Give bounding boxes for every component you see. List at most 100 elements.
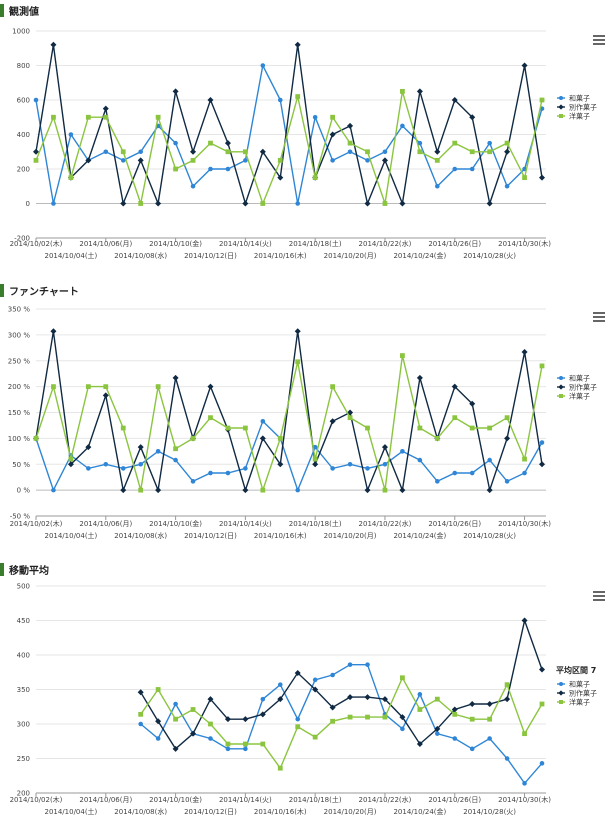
data-point[interactable]: [504, 415, 510, 421]
data-point[interactable]: [504, 682, 510, 688]
data-point[interactable]: [120, 487, 127, 494]
data-point[interactable]: [521, 617, 528, 624]
data-point[interactable]: [504, 148, 511, 155]
data-point[interactable]: [120, 158, 126, 163]
data-point[interactable]: [295, 487, 301, 493]
data-point[interactable]: [522, 731, 527, 737]
data-point[interactable]: [260, 696, 266, 702]
data-point[interactable]: [155, 736, 161, 741]
data-point[interactable]: [277, 765, 283, 771]
data-point[interactable]: [190, 707, 196, 712]
data-point[interactable]: [382, 487, 388, 493]
data-point[interactable]: [243, 158, 248, 163]
data-point[interactable]: [381, 696, 388, 703]
data-point[interactable]: [277, 97, 283, 103]
data-point[interactable]: [207, 383, 214, 390]
data-point[interactable]: [417, 457, 423, 463]
legend-item[interactable]: 洋菓子: [557, 392, 590, 401]
data-point[interactable]: [225, 166, 231, 172]
data-point[interactable]: [469, 470, 475, 476]
data-point[interactable]: [381, 444, 388, 451]
data-point[interactable]: [137, 444, 144, 451]
data-point[interactable]: [225, 741, 231, 747]
data-point[interactable]: [138, 487, 144, 493]
data-point[interactable]: [452, 736, 458, 741]
data-point[interactable]: [103, 149, 109, 155]
data-point[interactable]: [382, 201, 388, 206]
data-point[interactable]: [469, 425, 475, 431]
data-point[interactable]: [539, 97, 545, 103]
data-point[interactable]: [137, 157, 144, 164]
data-point[interactable]: [155, 384, 161, 390]
data-point[interactable]: [400, 353, 405, 358]
data-point[interactable]: [382, 461, 388, 467]
data-point[interactable]: [277, 435, 283, 441]
data-point[interactable]: [451, 706, 458, 713]
data-point[interactable]: [225, 425, 231, 431]
data-point[interactable]: [85, 157, 92, 164]
data-point[interactable]: [208, 140, 213, 146]
legend-item[interactable]: 和菓子: [557, 680, 590, 689]
legend-item[interactable]: 洋菓子: [557, 698, 590, 707]
data-point[interactable]: [224, 716, 231, 723]
data-point[interactable]: [400, 675, 405, 681]
data-point[interactable]: [329, 131, 336, 138]
data-point[interactable]: [260, 741, 266, 747]
data-point[interactable]: [399, 487, 406, 494]
data-point[interactable]: [434, 696, 440, 702]
data-point[interactable]: [138, 201, 144, 206]
data-point[interactable]: [138, 721, 143, 727]
data-point[interactable]: [67, 461, 74, 468]
data-point[interactable]: [347, 662, 353, 667]
data-point[interactable]: [469, 700, 476, 707]
data-point[interactable]: [330, 718, 336, 724]
data-point[interactable]: [347, 461, 353, 467]
data-point[interactable]: [400, 88, 405, 94]
data-point[interactable]: [259, 435, 266, 442]
data-point[interactable]: [539, 440, 545, 445]
data-point[interactable]: [51, 384, 56, 390]
data-point[interactable]: [416, 741, 423, 748]
data-point[interactable]: [487, 425, 493, 431]
data-point[interactable]: [486, 487, 493, 494]
data-point[interactable]: [51, 114, 56, 120]
data-point[interactable]: [434, 435, 440, 441]
data-point[interactable]: [260, 418, 266, 424]
data-point[interactable]: [277, 157, 283, 163]
data-point[interactable]: [208, 415, 213, 421]
data-point[interactable]: [312, 461, 319, 468]
data-point[interactable]: [243, 746, 248, 752]
data-point[interactable]: [330, 384, 336, 390]
data-point[interactable]: [243, 466, 248, 471]
data-point[interactable]: [486, 200, 493, 207]
data-point[interactable]: [208, 736, 213, 741]
data-point[interactable]: [347, 415, 353, 421]
data-point[interactable]: [451, 97, 458, 103]
chart-menu-icon[interactable]: [593, 312, 605, 322]
data-point[interactable]: [504, 756, 510, 761]
data-point[interactable]: [242, 487, 249, 494]
legend-item[interactable]: 和菓子: [557, 374, 590, 383]
data-point[interactable]: [68, 132, 74, 137]
data-point[interactable]: [208, 470, 213, 476]
data-point[interactable]: [347, 140, 353, 146]
data-point[interactable]: [487, 457, 492, 463]
data-point[interactable]: [452, 470, 458, 476]
data-point[interactable]: [487, 140, 492, 146]
data-point[interactable]: [330, 114, 336, 120]
data-point[interactable]: [68, 175, 74, 181]
data-point[interactable]: [399, 714, 406, 721]
data-point[interactable]: [295, 201, 301, 206]
data-point[interactable]: [400, 123, 405, 129]
data-point[interactable]: [50, 41, 57, 48]
data-point[interactable]: [155, 200, 162, 207]
data-point[interactable]: [277, 461, 284, 468]
data-point[interactable]: [504, 140, 510, 146]
data-point[interactable]: [120, 149, 126, 155]
data-point[interactable]: [435, 479, 440, 484]
data-point[interactable]: [190, 183, 196, 189]
data-point[interactable]: [85, 114, 91, 120]
data-point[interactable]: [504, 479, 510, 484]
data-point[interactable]: [294, 41, 301, 48]
data-point[interactable]: [207, 696, 214, 703]
